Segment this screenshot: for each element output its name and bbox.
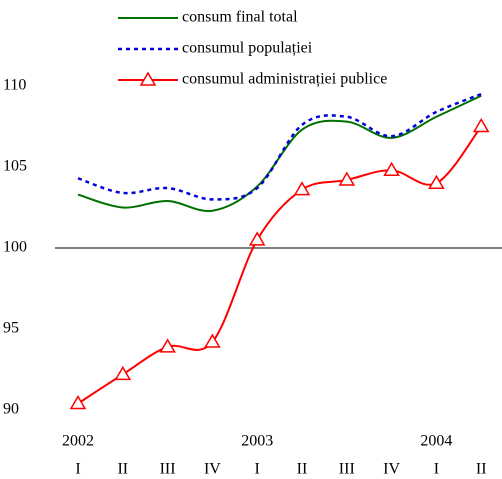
marker — [114, 365, 132, 381]
legend-label: consumul administrației publice — [182, 71, 387, 88]
marker — [293, 181, 311, 196]
marker — [383, 161, 400, 176]
x-tick-label: II — [297, 461, 308, 478]
marker — [248, 231, 266, 246]
x-tick-label: II — [476, 461, 487, 478]
marker — [69, 395, 87, 410]
x-tick-label: I — [434, 461, 439, 478]
marker — [159, 338, 176, 353]
marker — [204, 333, 221, 348]
y-tick-label: 110 — [3, 77, 26, 94]
series-line — [77, 92, 482, 201]
x-tick-label: IV — [204, 461, 221, 478]
series-line — [77, 94, 482, 213]
marker — [472, 118, 490, 133]
y-tick-label: 105 — [3, 158, 27, 175]
year-label: 2002 — [62, 433, 94, 450]
x-tick-label: I — [75, 461, 80, 478]
legend-label: consum final total — [182, 9, 298, 26]
marker — [428, 174, 445, 189]
series-line — [77, 125, 482, 405]
year-label: 2003 — [241, 433, 273, 450]
marker — [338, 171, 356, 186]
legend-label: consumul populației — [182, 40, 313, 57]
legend-marker — [139, 71, 157, 86]
x-tick-label: I — [255, 461, 260, 478]
x-tick-label: II — [117, 461, 128, 478]
x-tick-label: III — [339, 461, 355, 478]
year-label: 2004 — [420, 433, 452, 450]
x-tick-label: IV — [383, 461, 400, 478]
y-tick-label: 100 — [3, 239, 27, 256]
y-tick-label: 95 — [3, 320, 19, 337]
y-tick-label: 90 — [3, 401, 19, 418]
x-tick-label: III — [160, 461, 176, 478]
